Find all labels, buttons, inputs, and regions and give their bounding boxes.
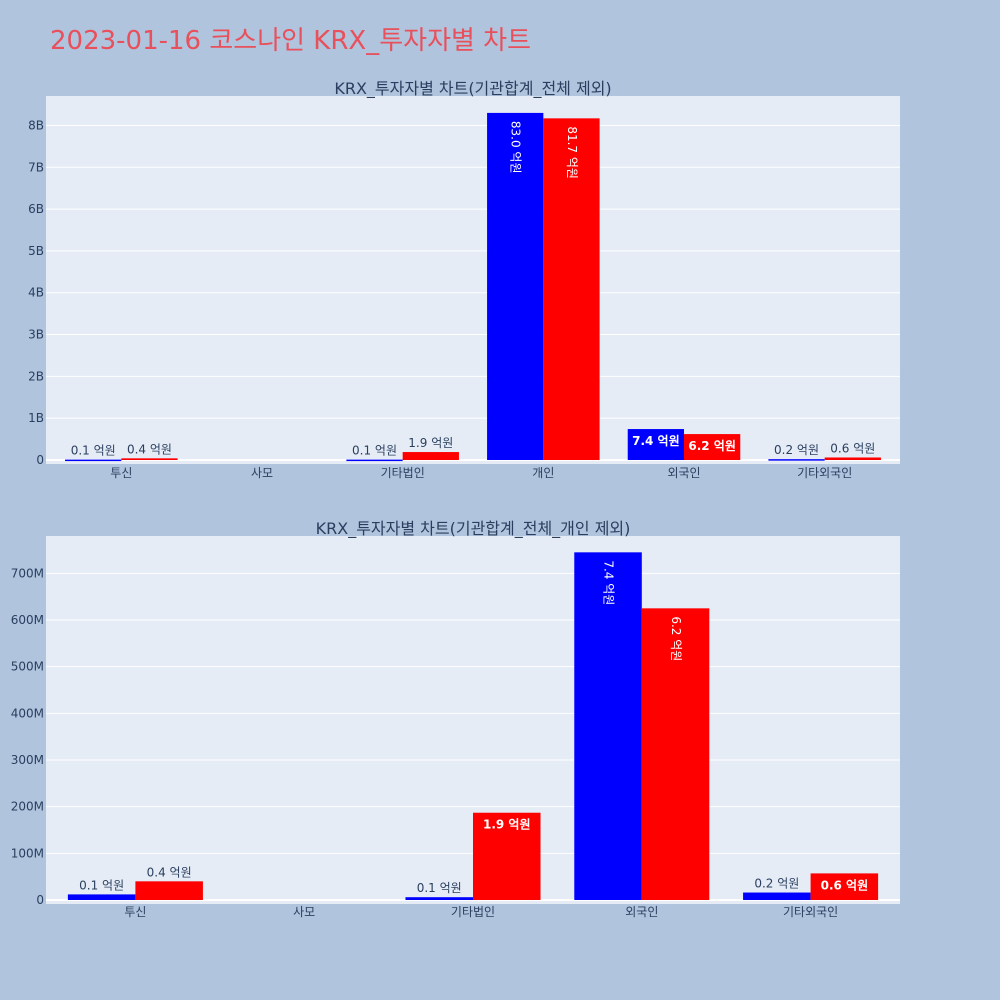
bar [121, 458, 178, 460]
y-tick-label: 5B [28, 244, 44, 258]
y-tick-label: 100M [11, 846, 44, 860]
bar [487, 112, 544, 460]
x-tick-label: 기타외국인 [797, 466, 852, 480]
bar [402, 452, 459, 460]
data-label: 7.4 억원 [632, 434, 680, 448]
x-tick-label: 외국인 [625, 905, 658, 919]
y-tick-label: 200M [11, 800, 44, 814]
x-tick-label: 개인 [532, 466, 554, 480]
y-tick-label: 0 [36, 453, 44, 467]
chart-1: 0 1B 2B 3B 4B 5B 6B 7B 8B KRX_투자자별 차트(기관합계_전체 제외)… [28, 79, 900, 480]
data-label: 0.6 억원 [830, 441, 875, 455]
x-tick-label: 기타법인 [451, 905, 495, 919]
page-title: 2023-01-16 코스나인 KRX_투자자별 차트 [50, 26, 532, 56]
data-label: 81.7 억원 [565, 126, 579, 179]
data-label: 0.1 억원 [417, 881, 462, 895]
y-tick-label: 500M [11, 660, 44, 674]
data-label: 7.4 억원 [602, 560, 616, 605]
bar [405, 897, 473, 900]
y-tick-label: 300M [11, 753, 44, 767]
data-label: 6.2 억원 [688, 439, 736, 453]
x-tick-label: 투신 [124, 905, 146, 919]
data-label: 0.2 억원 [774, 443, 819, 457]
bar [346, 459, 403, 462]
data-label: 0.1 억원 [71, 444, 116, 458]
x-tick-label: 사모 [293, 905, 315, 919]
data-label: 0.4 억원 [127, 442, 172, 456]
y-tick-label: 700M [11, 566, 44, 580]
bar [67, 894, 136, 900]
x-tick-label: 사모 [251, 466, 273, 480]
y-tick-label: 1B [28, 411, 44, 425]
chart-title: KRX_투자자별 차트(기관합계_전체_개인 제외) [316, 519, 631, 539]
bar [684, 434, 741, 460]
y-tick-label: 4B [28, 286, 44, 300]
y-tick-label: 3B [28, 328, 44, 342]
bar [768, 459, 825, 461]
data-label: 0.4 억원 [147, 865, 192, 879]
bar [135, 881, 203, 900]
bar [473, 812, 541, 900]
data-label: 1.9 억원 [483, 818, 531, 832]
bar [641, 608, 710, 900]
chart-2: 0 100M 200M 300M 400M 500M 600M 700M KRX_투자자별 차트… [11, 519, 900, 919]
bar [65, 459, 122, 462]
x-tick-label: 투신 [110, 466, 132, 480]
x-tick-label: 기타외국인 [783, 905, 838, 919]
data-label: 0.1 억원 [352, 444, 397, 458]
data-label: 1.9 억원 [408, 436, 453, 450]
bar [627, 429, 684, 460]
chart-title: KRX_투자자별 차트(기관합계_전체 제외) [334, 79, 611, 99]
y-tick-label: 2B [28, 369, 44, 383]
y-tick-label: 8B [28, 118, 44, 132]
data-label: 6.2 억원 [669, 616, 683, 661]
data-label: 0.6 억원 [821, 878, 869, 892]
y-tick-label: 400M [11, 706, 44, 720]
x-tick-label: 외국인 [667, 466, 700, 480]
bar [574, 552, 642, 900]
y-tick-label: 7B [28, 160, 44, 174]
data-label: 83.0 억원 [509, 121, 523, 174]
data-label: 0.1 억원 [79, 878, 124, 892]
bar [810, 873, 879, 900]
y-tick-label: 0 [36, 893, 44, 907]
x-tick-label: 기타법인 [381, 466, 425, 480]
bar [743, 892, 811, 900]
bar [543, 118, 600, 460]
y-tick-label: 600M [11, 613, 44, 627]
plot-area [46, 96, 900, 464]
data-label: 0.2 억원 [754, 877, 799, 891]
y-tick-label: 6B [28, 202, 44, 216]
bar [824, 457, 881, 460]
